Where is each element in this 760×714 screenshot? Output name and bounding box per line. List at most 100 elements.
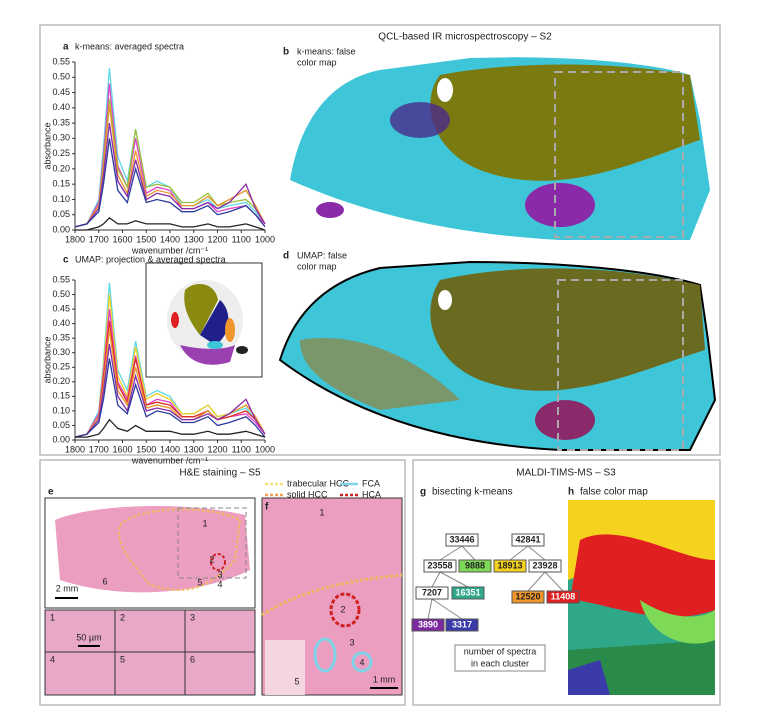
y-tick-label: 0.55 — [52, 274, 70, 284]
tree-node-label: 23558 — [427, 560, 452, 570]
spectrum-line — [74, 104, 266, 228]
legend-label: HCA — [362, 489, 381, 499]
y-tick-label: 0.50 — [52, 72, 70, 82]
tree-note: number of spectra — [464, 646, 537, 656]
legend-label: solid HCC — [287, 489, 328, 499]
legend-label: trabecular HCC — [287, 478, 350, 488]
tree-node-label: 18913 — [497, 560, 522, 570]
panel-title: k-means: false — [297, 46, 356, 56]
region-label: 5 — [294, 676, 299, 686]
y-tick-label: 0.55 — [52, 56, 70, 66]
y-tick-label: 0.15 — [52, 179, 70, 189]
tile-label: 2 — [120, 612, 125, 622]
tree-node-label: 12520 — [515, 591, 540, 601]
tile-label: 5 — [120, 654, 125, 664]
tree-edges — [427, 545, 564, 620]
y-tick-label: 0.45 — [52, 303, 70, 313]
tree-node-label: 42841 — [515, 534, 540, 544]
panel-label: a — [63, 42, 69, 53]
tree-node — [445, 533, 479, 547]
spectrum-line — [74, 358, 266, 438]
region-label: 1 — [202, 518, 207, 528]
x-tick-label: 1700 — [89, 234, 109, 244]
ir-panel-frame — [39, 24, 721, 456]
panel-title: color map — [297, 57, 337, 67]
tree-node-label: 16351 — [455, 587, 480, 597]
panel-label: b — [283, 47, 289, 58]
x-tick-label: 1600 — [112, 444, 132, 454]
y-tick-label: 0.05 — [52, 420, 70, 430]
tree-node — [528, 559, 562, 573]
region-label: 1 — [319, 507, 324, 517]
tile-label: 6 — [190, 654, 195, 664]
kmeans-map — [290, 57, 710, 240]
x-tick-label: 1400 — [160, 444, 180, 454]
tree-node-label: 33446 — [449, 534, 474, 544]
y-tick-label: 0.20 — [52, 163, 70, 173]
region-label: 3 — [217, 569, 222, 579]
x-tick-label: 1100 — [232, 234, 251, 244]
y-tick-label: 0.00 — [52, 434, 70, 444]
y-tick-label: 0.25 — [52, 362, 70, 372]
panel-label: g — [420, 487, 426, 498]
x-tick-label: 1800 — [65, 444, 85, 454]
y-tick-label: 0.00 — [52, 224, 70, 234]
spectrum-line — [74, 343, 266, 438]
maldi-map — [568, 500, 715, 695]
y-tick-label: 0.15 — [52, 391, 70, 401]
x-tick-label: 1000 — [255, 444, 275, 454]
y-tick-label: 0.30 — [52, 347, 70, 357]
he-image-e — [44, 497, 403, 696]
y-tick-label: 0.30 — [52, 133, 70, 143]
panel-title: color map — [297, 261, 337, 271]
x-tick-label: 1500 — [136, 444, 156, 454]
legend-label: FCA — [362, 478, 380, 488]
tile-label: 1 — [50, 612, 55, 622]
panel-title: bisecting k-means — [432, 487, 513, 498]
region-label: 3 — [349, 637, 354, 647]
tree-node — [451, 586, 485, 600]
region-label: 4 — [217, 579, 222, 589]
ir-title: QCL-based IR microspectroscopy – S2 — [378, 32, 552, 43]
x-tick-label: 1400 — [160, 234, 180, 244]
tree-node-label: 3890 — [418, 619, 438, 629]
y-axis-label: absorbance — [42, 122, 52, 169]
y-axis-label: absorbance — [42, 336, 52, 383]
y-tick-label: 0.05 — [52, 209, 70, 219]
spectrum-line — [74, 138, 266, 228]
tree-node — [458, 559, 492, 573]
panel-label: f — [265, 502, 269, 513]
y-tick-label: 0.50 — [52, 289, 70, 299]
panel-label: h — [568, 487, 574, 498]
x-axis-label: wavenumber /cm⁻¹ — [131, 245, 208, 255]
spectrum-line — [74, 123, 266, 228]
y-tick-label: 0.20 — [52, 376, 70, 386]
tree-node — [493, 559, 527, 573]
y-tick-label: 0.10 — [52, 194, 70, 204]
he-title: H&E staining – S5 — [179, 468, 261, 479]
x-tick-label: 1600 — [112, 234, 132, 244]
tree-node — [415, 586, 449, 600]
x-tick-label: 1100 — [232, 444, 251, 454]
x-axis-label: wavenumber /cm⁻¹ — [131, 455, 208, 465]
tree-node — [423, 559, 457, 573]
y-tick-label: 0.35 — [52, 333, 70, 343]
x-tick-label: 1300 — [184, 234, 204, 244]
spectrum-line — [75, 418, 266, 438]
y-tick-label: 0.10 — [52, 405, 70, 415]
maldi-title: MALDI-TIMS-MS – S3 — [516, 468, 616, 479]
tree-node-label: 23928 — [532, 560, 557, 570]
spectrum-line — [74, 83, 266, 228]
region-label: 5 — [197, 577, 202, 587]
x-tick-label: 1700 — [89, 444, 109, 454]
panel-label: e — [48, 487, 54, 498]
x-tick-label: 1800 — [65, 234, 85, 244]
he-panel-frame — [39, 459, 406, 706]
maldi-panel-frame — [412, 459, 721, 706]
y-tick-label: 0.40 — [52, 318, 70, 328]
spectrum-line — [74, 68, 266, 228]
panel-label: d — [283, 251, 289, 262]
x-tick-label: 1200 — [207, 234, 227, 244]
tree-node-label: 7207 — [422, 587, 442, 597]
